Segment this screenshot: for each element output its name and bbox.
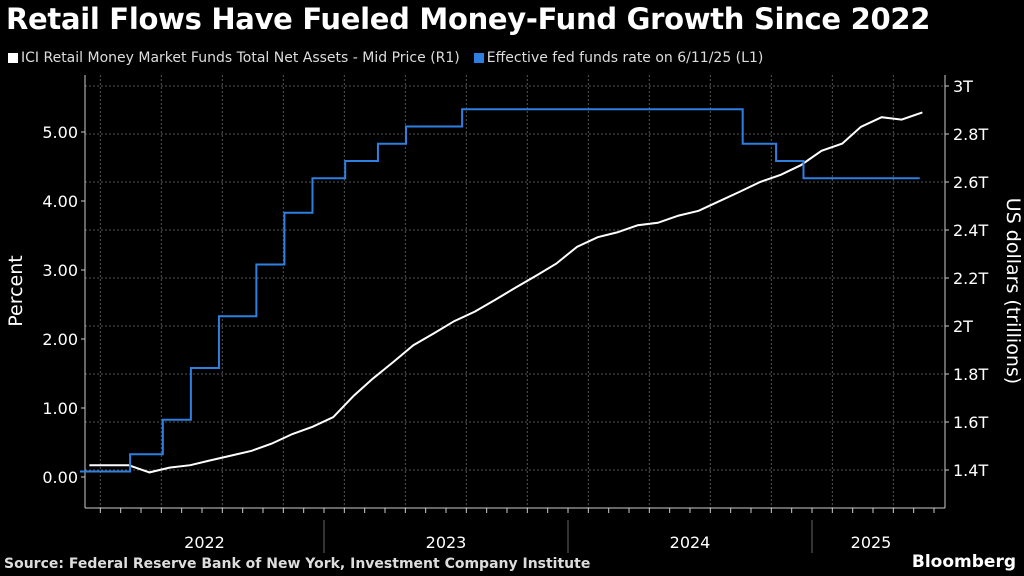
- left-tick-label: 5.00: [42, 123, 78, 142]
- x-tick-label: 2022: [184, 533, 225, 552]
- left-tick-label: 2.00: [42, 330, 78, 349]
- source-note: Source: Federal Reserve Bank of New York…: [4, 556, 591, 572]
- bloomberg-logo: Bloomberg: [911, 552, 1016, 572]
- series-line-assets: [89, 111, 923, 474]
- right-axis-title: US dollars (trillions): [1002, 198, 1024, 384]
- chart-title: Retail Flows Have Fueled Money-Fund Grow…: [6, 2, 931, 36]
- legend-swatch-fed: [473, 53, 484, 63]
- x-tick-label: 2023: [426, 533, 467, 552]
- left-tick-label: 0.00: [42, 468, 78, 487]
- legend-swatch-assets: [8, 53, 18, 63]
- right-tick-label: 1.4T: [953, 461, 988, 480]
- left-axis-title: Percent: [5, 255, 27, 327]
- legend: ICI Retail Money Market Funds Total Net …: [8, 50, 763, 66]
- x-tick-label: 2024: [670, 533, 711, 552]
- right-tick-label: 1.8T: [953, 365, 988, 384]
- legend-item-fed: Effective fed funds rate on 6/11/25 (L1): [473, 50, 764, 66]
- left-tick-label: 1.00: [42, 399, 78, 418]
- left-tick-label: 4.00: [42, 192, 78, 211]
- right-tick-label: 3T: [953, 77, 973, 96]
- right-tick-label: 2.4T: [953, 221, 988, 240]
- right-tick-label: 2.2T: [953, 269, 988, 288]
- legend-label-assets: ICI Retail Money Market Funds Total Net …: [21, 50, 460, 66]
- left-tick-label: 3.00: [42, 261, 78, 280]
- right-tick-label: 2.8T: [953, 125, 988, 144]
- right-tick-label: 1.6T: [953, 413, 988, 432]
- series-line-fed: [80, 108, 920, 473]
- legend-item-assets: ICI Retail Money Market Funds Total Net …: [8, 50, 460, 66]
- right-tick-label: 2.6T: [953, 173, 988, 192]
- legend-label-fed: Effective fed funds rate on 6/11/25 (L1): [486, 50, 764, 66]
- right-tick-label: 2T: [953, 317, 973, 336]
- x-tick-label: 2025: [851, 533, 892, 552]
